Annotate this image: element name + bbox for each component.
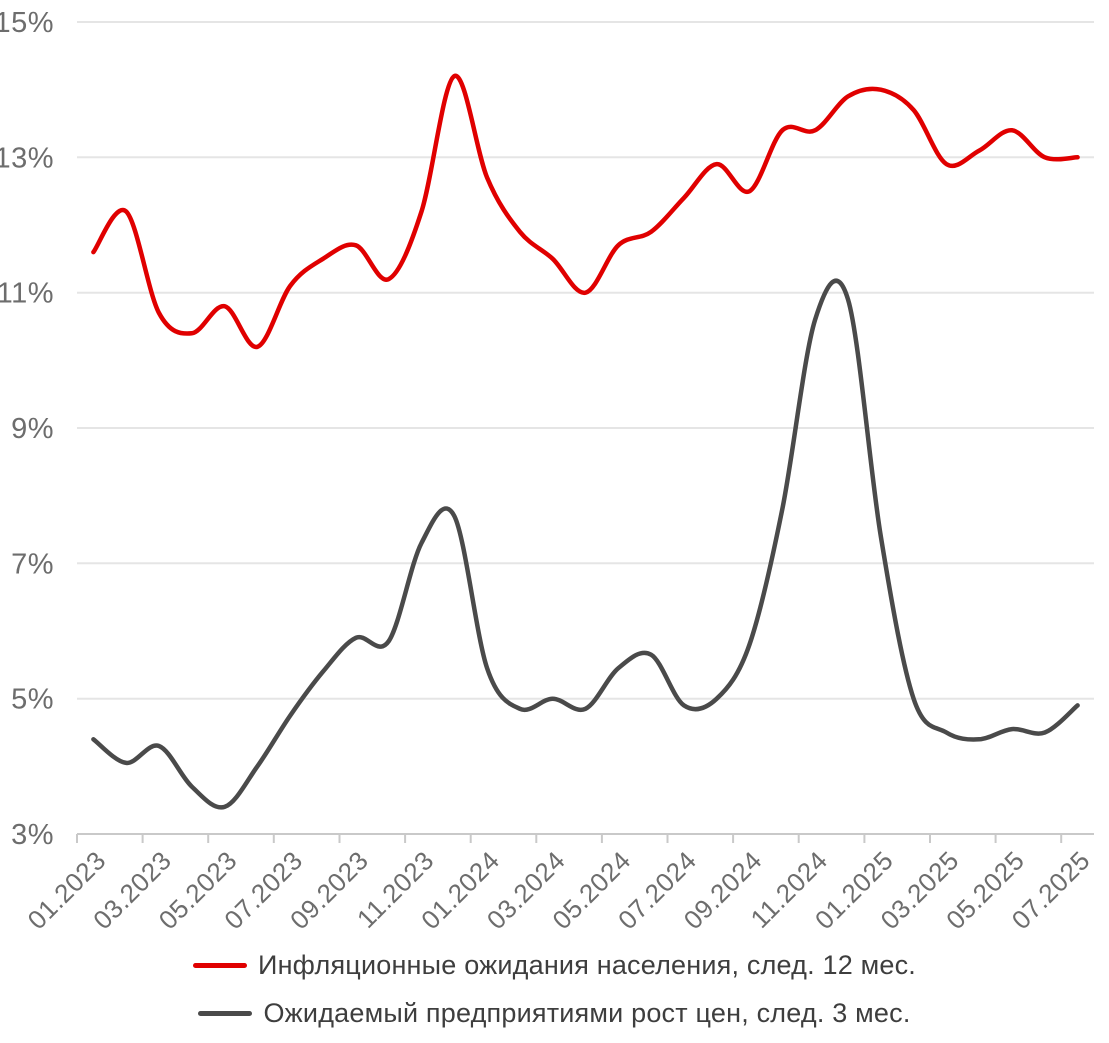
y-axis-label-13%: 13% (0, 142, 54, 174)
legend: Инфляционные ожидания населения, след. 1… (0, 936, 1109, 1043)
y-axis-label-5%: 5% (11, 684, 54, 716)
legend-label-households: Инфляционные ожидания населения, след. 1… (257, 950, 917, 980)
line-chart-canvas: 3%5%7%9%11%13%15%01.202303.202305.202307… (0, 7, 1096, 935)
legend-item-households: Инфляционные ожидания населения, след. 1… (192, 950, 917, 981)
series-line-households (91, 73, 1080, 350)
y-axis-label-3%: 3% (11, 819, 54, 851)
y-axis-label-9%: 9% (11, 413, 54, 445)
legend-swatch-gray-line (198, 1011, 253, 1016)
y-axis-label-15%: 15% (0, 7, 54, 39)
legend-label-enterprises: Ожидаемый предприятиями рост цен, след. … (263, 998, 911, 1028)
y-axis-label-11%: 11% (0, 278, 54, 310)
legend-item-enterprises: Ожидаемый предприятиями рост цен, след. … (198, 998, 910, 1029)
y-axis-label-7%: 7% (11, 548, 54, 580)
series-line-enterprises (91, 278, 1080, 810)
legend-swatch-red-line (192, 963, 247, 968)
